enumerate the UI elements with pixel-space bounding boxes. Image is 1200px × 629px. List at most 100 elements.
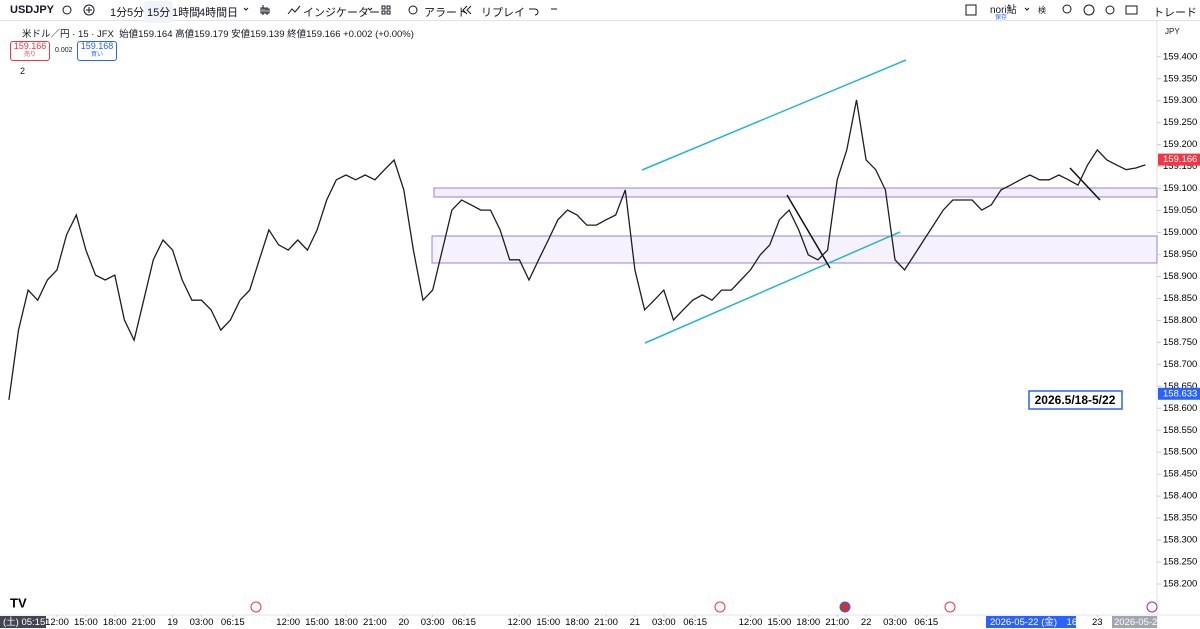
y-tick-label: 158.350 — [1163, 513, 1197, 524]
buy-label: 買い — [90, 52, 103, 58]
cursor-time-box — [0, 616, 46, 628]
price-line — [8, 99, 1146, 400]
zone-box — [433, 187, 1158, 198]
annotation-box — [1028, 390, 1123, 410]
x-tick-label: 06:15 — [683, 617, 707, 628]
user[interactable]: nori鮎 — [990, 5, 1017, 16]
y-tick-label: 158.700 — [1163, 359, 1197, 370]
interval[interactable]: 日 — [227, 7, 238, 19]
y-tick-label: 158.950 — [1163, 249, 1197, 260]
y-tick-label: 159.300 — [1163, 95, 1197, 106]
spread: 0.002 — [55, 47, 73, 54]
end-date: 2026-05-23 ( — [1114, 617, 1169, 628]
x-tick-label: 03:00 — [421, 617, 445, 628]
x-tick-label: 12:00 — [276, 617, 300, 628]
x-tick-label: 18:00 — [796, 617, 820, 628]
y-tick-label: 158.850 — [1163, 293, 1197, 304]
x-tick-label: 20 — [398, 617, 409, 628]
y-tick-label: 158.750 — [1163, 337, 1197, 348]
y-tick-label: 159.100 — [1163, 183, 1197, 194]
price-tag — [1158, 153, 1200, 166]
ohlc-label: 安値 — [231, 29, 251, 40]
toolbar-icons — [62, 4, 1138, 16]
cursor-date: 2026-05-22 (金) 16:45 — [990, 616, 1090, 628]
y-tick-label: 158.400 — [1163, 491, 1197, 502]
replay[interactable]: リプレイ — [481, 7, 525, 19]
alert[interactable]: アラート — [424, 7, 468, 19]
trend-line — [644, 231, 901, 344]
x-tick-label: 18:00 — [565, 617, 589, 628]
y-tick-label: 158.200 — [1163, 579, 1197, 590]
zone-box — [431, 235, 1158, 264]
x-tick-label: 03:00 — [652, 617, 676, 628]
currency: JPY — [1165, 27, 1180, 36]
y-tick-label: 158.250 — [1163, 557, 1197, 568]
save[interactable]: 保存 — [995, 15, 1008, 21]
ohlc-value: 159.139 — [250, 29, 285, 40]
x-tick-label: 21:00 — [825, 617, 849, 628]
y-tick-label: 159.200 — [1163, 139, 1197, 150]
symbol-name: 米ドル／円 · 15 · JFX — [22, 29, 114, 40]
x-tick-label: 12:00 — [739, 617, 763, 628]
x-tick-label: 15:00 — [536, 617, 560, 628]
y-tick-label: 159.250 — [1163, 117, 1197, 128]
sell-button[interactable]: 159.166 売り — [10, 41, 50, 61]
price-tag-label: 158.633 — [1163, 388, 1197, 399]
ohlc-label: 終値 — [287, 29, 307, 40]
trade[interactable]: トレード — [1153, 7, 1197, 19]
x-tick-label: 23 — [1092, 617, 1103, 628]
symbol[interactable]: USDJPY — [10, 4, 55, 16]
y-tick-label: 158.900 — [1163, 271, 1197, 282]
indicator-count[interactable]: 2 — [20, 66, 26, 76]
y-tick-label: 158.650 — [1163, 381, 1197, 392]
buy-price: 159.168 — [80, 41, 114, 51]
interval[interactable]: 1時間 — [172, 7, 201, 19]
cursor-date-box — [986, 616, 1076, 628]
event-icons — [250, 601, 1158, 613]
y-tick-label: 158.600 — [1163, 403, 1197, 414]
logo: TV — [10, 595, 27, 610]
chart: 2026.5/18-5/22 TV (土) 05:15 2026-05-22 (… — [0, 20, 1200, 629]
x-tick-label: 15:00 — [768, 617, 792, 628]
x-tick-label: 22 — [861, 617, 872, 628]
sell-label: 売り — [23, 52, 36, 58]
ohlc-label: 高値 — [175, 29, 195, 40]
interval[interactable]: 5分 — [127, 7, 145, 19]
toolbar — [0, 0, 1200, 21]
cursor-time: (土) 05:15 — [3, 616, 45, 628]
y-tick-label: 158.300 — [1163, 535, 1197, 546]
annotation: 2026.5/18-5/22 — [1035, 393, 1116, 407]
x-tick-label: 03:00 — [190, 617, 214, 628]
x-tick-label: 06:15 — [914, 617, 938, 628]
x-tick-label: 18:00 — [334, 617, 358, 628]
x-tick-label: 18:00 — [103, 617, 127, 628]
buy-button[interactable]: 159.168 買い — [77, 41, 117, 61]
x-tick-label: 21:00 — [132, 617, 156, 628]
search[interactable]: 検 — [1038, 6, 1046, 15]
legend: 米ドル／円 · 15 · JFX 始値159.164 高値159.179 安値1… — [22, 26, 414, 40]
change: +0.002 (+0.00%) — [343, 29, 414, 40]
x-tick-label: 15:00 — [74, 617, 98, 628]
price-tag-label: 159.166 — [1163, 154, 1197, 165]
x-tick-label: 06:15 — [221, 617, 245, 628]
x-tick-label: 21:00 — [363, 617, 387, 628]
y-tick-label: 158.800 — [1163, 315, 1197, 326]
price-tag — [1158, 387, 1200, 400]
interval[interactable]: 1分 — [110, 7, 128, 19]
y-tick-label: 159.400 — [1163, 51, 1197, 62]
y-tick-label: 158.500 — [1163, 447, 1197, 458]
sell-price: 159.166 — [13, 41, 47, 51]
x-tick-label: 12:00 — [507, 617, 531, 628]
x-tick-label: 15:00 — [305, 617, 329, 628]
ohlc-value: 159.166 — [306, 29, 341, 40]
drawing-line — [1069, 167, 1101, 201]
x-tick-label: 12:00 — [45, 617, 69, 628]
indicators[interactable]: インジケーター — [303, 7, 380, 19]
drawing-line — [786, 194, 831, 269]
x-tick-label: 21:00 — [594, 617, 618, 628]
y-tick-label: 159.050 — [1163, 205, 1197, 216]
y-tick-label: 158.450 — [1163, 469, 1197, 480]
interval-active[interactable]: 15分 — [144, 1, 174, 23]
interval[interactable]: 4時間 — [199, 7, 228, 19]
